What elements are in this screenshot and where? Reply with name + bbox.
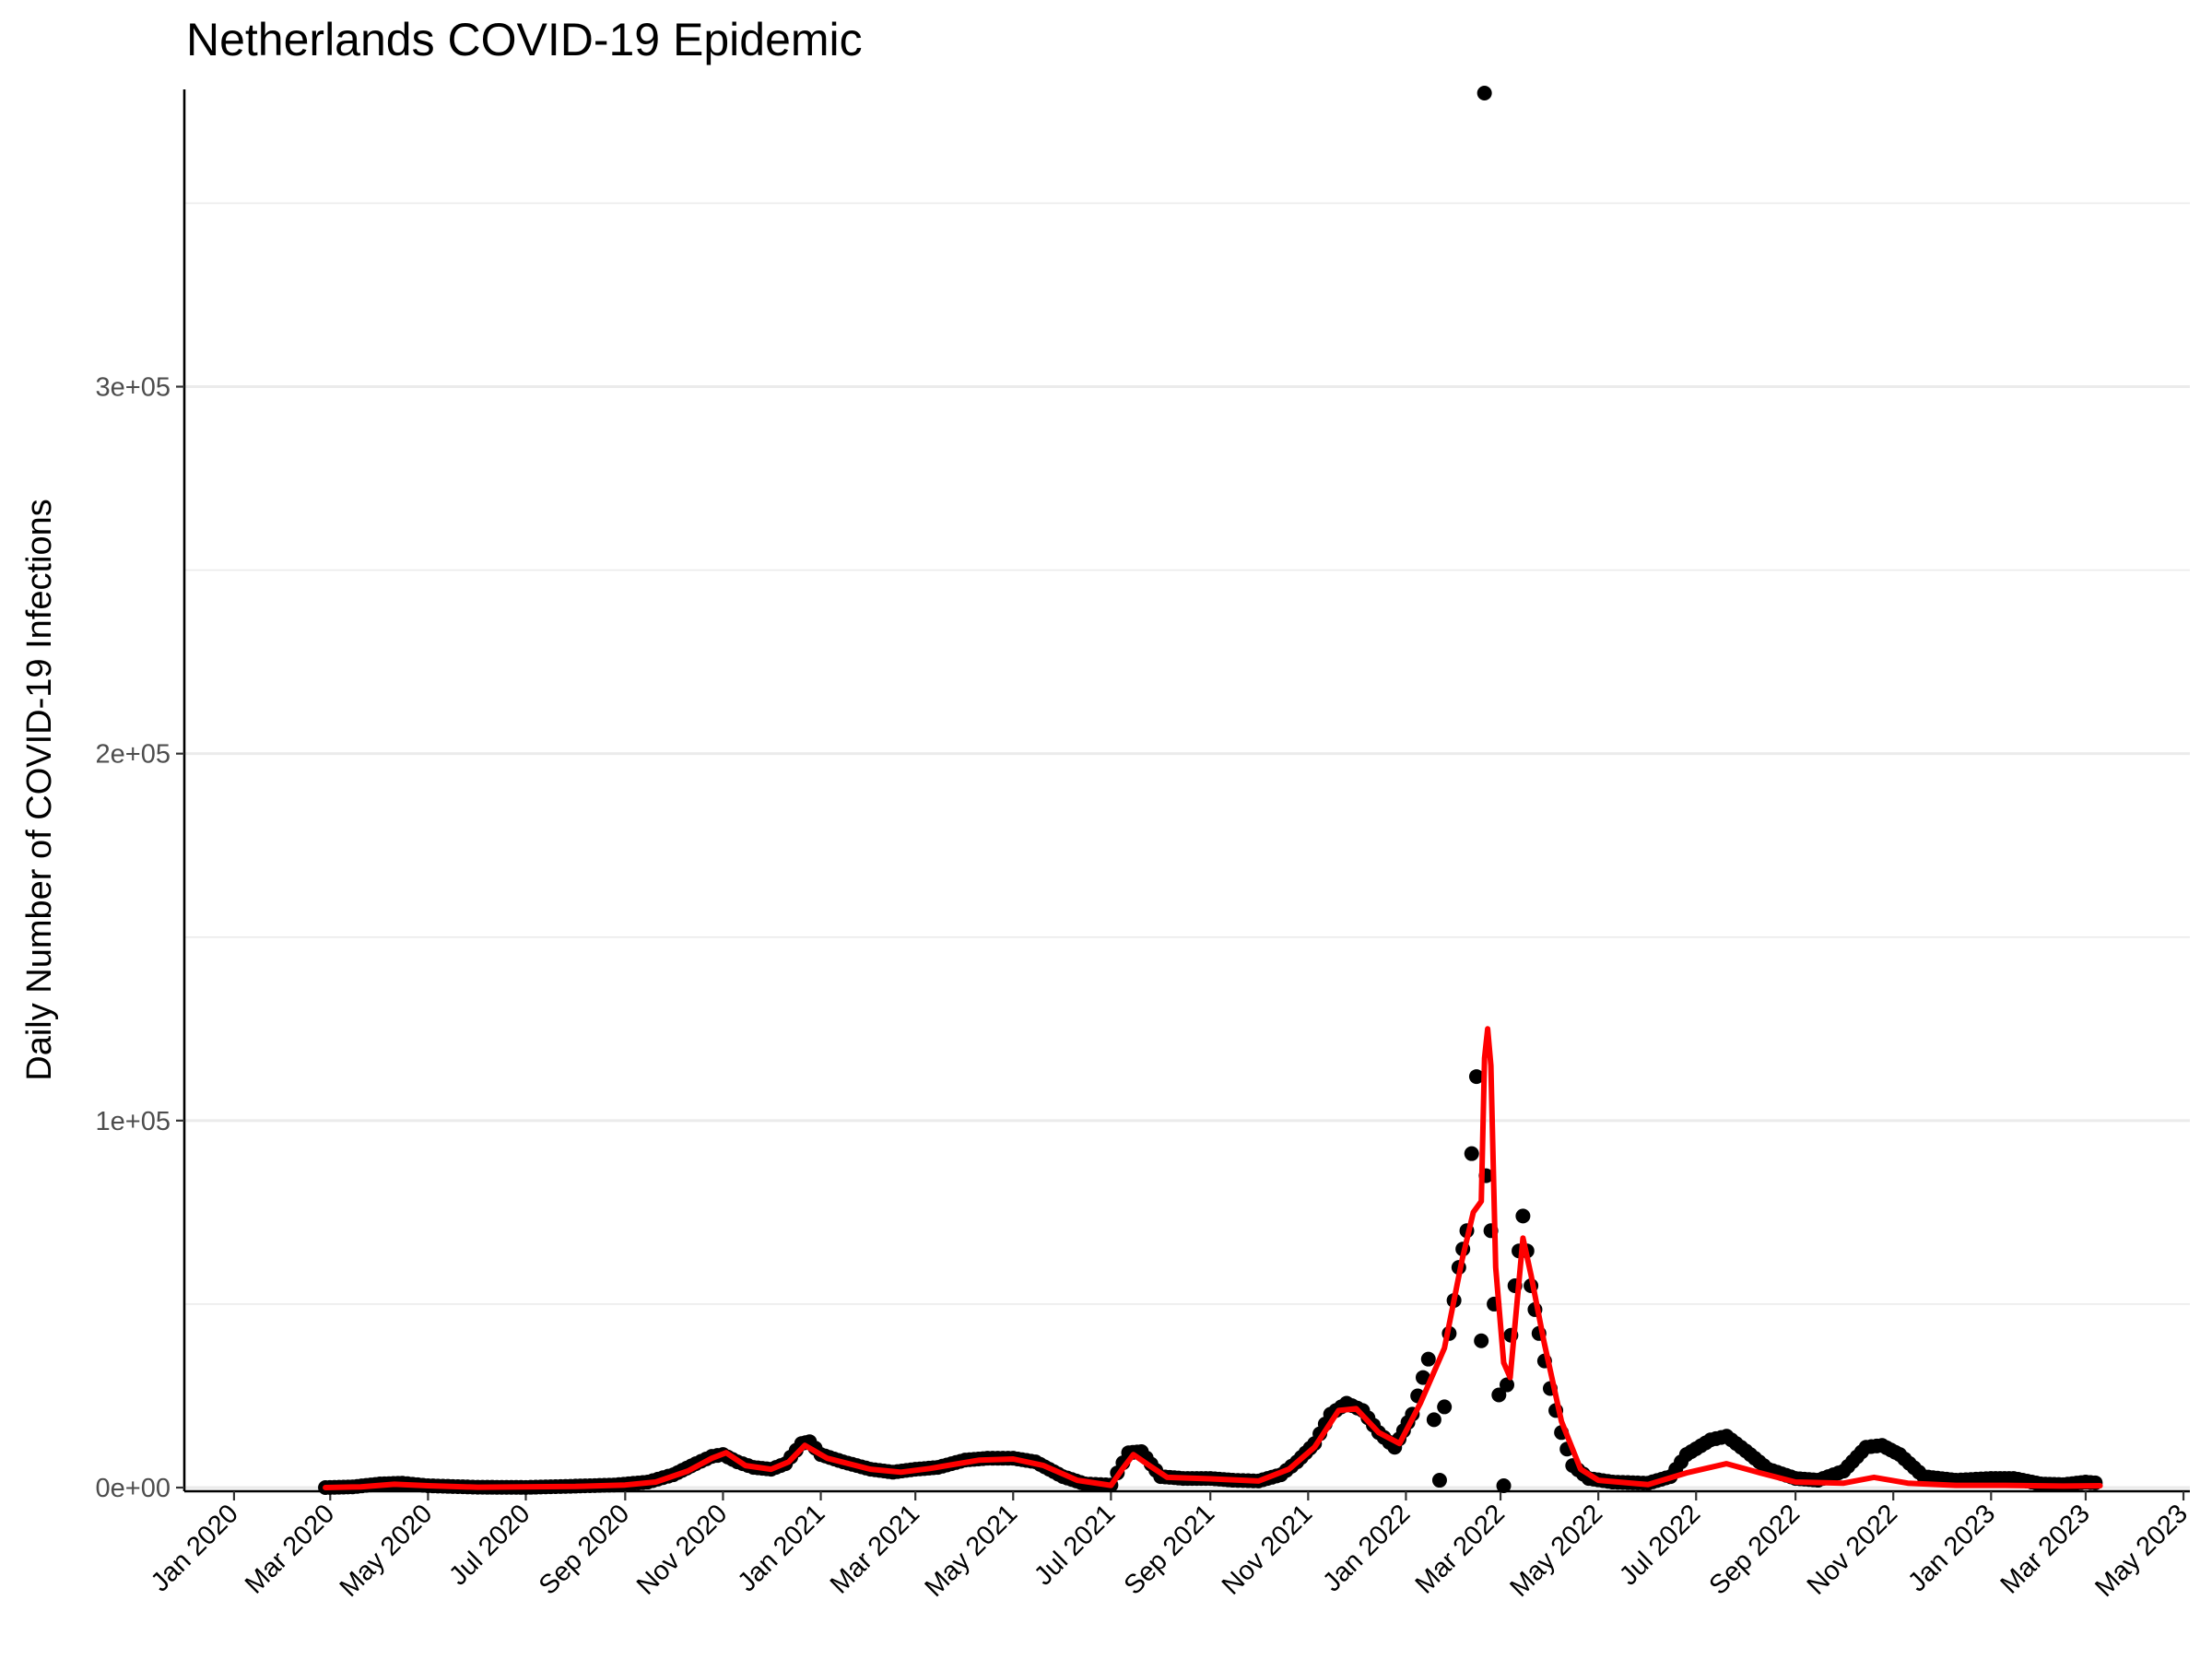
- data-point: [1491, 1387, 1507, 1403]
- y-axis-label: Daily Number of COVID-19 Infections: [20, 499, 59, 1080]
- x-tick-label: Jul 2021: [1029, 1499, 1121, 1591]
- x-tick-label: Mar 2022: [1410, 1499, 1511, 1599]
- data-point: [1500, 1377, 1515, 1393]
- x-tick-label: May 2021: [920, 1499, 1024, 1603]
- y-tick-label: 3e+05: [96, 373, 171, 403]
- y-tick-label: 1e+05: [96, 1107, 171, 1136]
- axis-layer: [182, 89, 2190, 1493]
- line-layer: [323, 1026, 2103, 1490]
- x-tick-label: May 2020: [335, 1499, 439, 1603]
- data-point: [1437, 1399, 1453, 1415]
- x-tick-label: Mar 2023: [1995, 1499, 2096, 1599]
- x-tick-label: May 2023: [2089, 1499, 2194, 1603]
- x-tick-label: Jan 2022: [1317, 1499, 1416, 1597]
- x-tick-label: Nov 2021: [1217, 1499, 1318, 1600]
- x-tick-label: Jan 2020: [146, 1499, 244, 1597]
- y-tick-label: 0e+00: [96, 1474, 171, 1503]
- x-tick-label: Sep 2021: [1119, 1499, 1220, 1600]
- data-point: [1496, 1478, 1512, 1494]
- x-tick-label: Sep 2022: [1704, 1499, 1806, 1600]
- data-point: [1464, 1146, 1479, 1161]
- data-point: [1474, 1333, 1489, 1348]
- data-point: [1420, 1351, 1436, 1367]
- x-tick-label: Jan 2023: [1902, 1499, 2001, 1597]
- x-tick-label: Jan 2021: [732, 1499, 830, 1597]
- data-point: [1515, 1208, 1531, 1224]
- data-point: [1431, 1473, 1447, 1488]
- x-tick-label: Mar 2020: [240, 1499, 340, 1599]
- y-tick-layer: 0e+00 1e+05 2e+05 3e+05: [96, 373, 184, 1503]
- chart-title: Netherlands COVID-19 Epidemic: [186, 14, 863, 65]
- data-point: [1468, 1069, 1484, 1085]
- y-tick-label: 2e+05: [96, 740, 171, 770]
- x-tick-label: Sep 2020: [534, 1499, 635, 1600]
- points-layer: [318, 85, 2103, 1496]
- data-point-outlier: [1477, 85, 1492, 100]
- x-tick-label: Nov 2022: [1802, 1499, 1903, 1600]
- grid-layer: [184, 202, 2190, 1489]
- data-point: [1426, 1412, 1441, 1428]
- smoothed-line: [323, 1026, 2103, 1490]
- x-tick-label: Jul 2020: [443, 1499, 535, 1591]
- x-tick-label: May 2022: [1504, 1499, 1608, 1603]
- data-point: [1415, 1370, 1430, 1385]
- x-tick-label: Nov 2020: [631, 1499, 733, 1600]
- x-tick-label: Mar 2021: [825, 1499, 925, 1599]
- x-tick-label: Jul 2022: [1614, 1499, 1706, 1591]
